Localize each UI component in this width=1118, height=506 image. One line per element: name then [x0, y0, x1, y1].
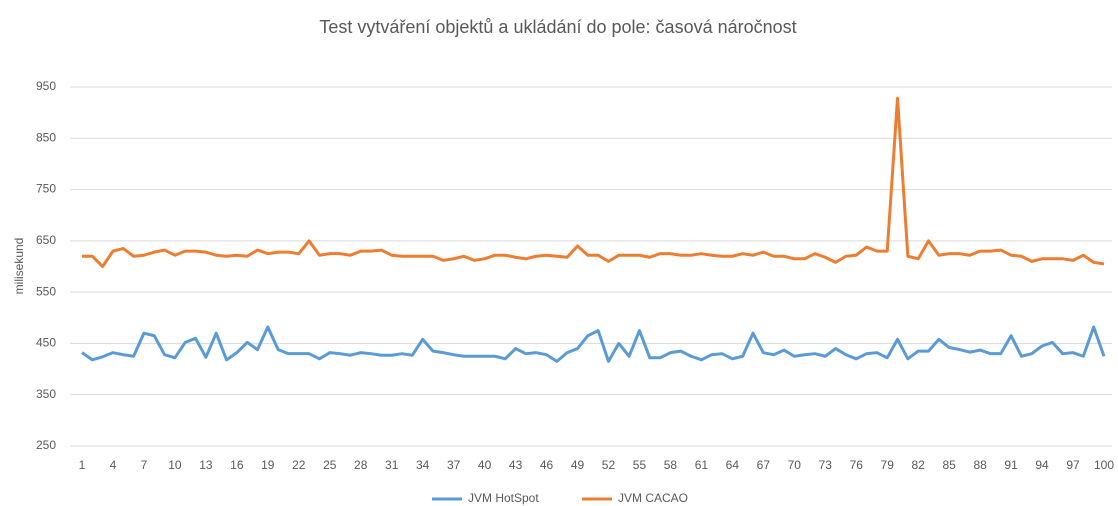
x-tick-label: 46 — [540, 458, 554, 472]
x-tick-label: 13 — [199, 458, 213, 472]
x-tick-label: 31 — [385, 458, 399, 472]
x-tick-label: 4 — [110, 458, 117, 472]
x-tick-label: 34 — [416, 458, 430, 472]
x-tick-label: 76 — [850, 458, 864, 472]
x-tick-label: 19 — [261, 458, 275, 472]
x-tick-label: 91 — [1004, 458, 1018, 472]
x-tick-label: 82 — [912, 458, 926, 472]
x-tick-label: 37 — [447, 458, 461, 472]
x-tick-label: 79 — [881, 458, 895, 472]
x-tick-label: 16 — [230, 458, 244, 472]
series-line — [81, 325, 1106, 363]
x-tick-label: 25 — [323, 458, 337, 472]
x-tick-label: 49 — [571, 458, 585, 472]
x-tick-label: 64 — [726, 458, 740, 472]
chart-title: Test vytváření objektů a ukládání do pol… — [319, 17, 796, 37]
x-tick-label: 67 — [757, 458, 771, 472]
y-tick-label: 850 — [36, 130, 56, 144]
x-tick-label: 55 — [633, 458, 647, 472]
x-tick-label: 58 — [664, 458, 678, 472]
y-tick-label: 450 — [36, 336, 56, 350]
x-tick-label: 22 — [292, 458, 306, 472]
x-tick-label: 73 — [819, 458, 833, 472]
x-tick-label: 97 — [1066, 458, 1080, 472]
x-tick-label: 10 — [168, 458, 182, 472]
x-tick-label: 94 — [1035, 458, 1049, 472]
y-tick-label: 650 — [36, 233, 56, 247]
y-tick-label: 950 — [36, 79, 56, 93]
x-tick-label: 70 — [788, 458, 802, 472]
x-tick-label: 7 — [141, 458, 148, 472]
y-tick-label: 750 — [36, 182, 56, 196]
x-tick-label: 61 — [695, 458, 709, 472]
y-axis-label: milisekund — [12, 238, 26, 295]
legend-label: JVM HotSpot — [468, 491, 539, 505]
legend-label: JVM CACAO — [618, 491, 688, 505]
y-tick-label: 250 — [36, 438, 56, 452]
y-tick-label: 350 — [36, 387, 56, 401]
x-tick-label: 52 — [602, 458, 616, 472]
x-tick-label: 100 — [1094, 458, 1114, 472]
x-tick-label: 1 — [79, 458, 86, 472]
series-line — [82, 96, 1105, 268]
x-tick-label: 88 — [973, 458, 987, 472]
x-tick-label: 43 — [509, 458, 523, 472]
x-tick-label: 40 — [478, 458, 492, 472]
x-tick-label: 85 — [942, 458, 956, 472]
x-tick-label: 28 — [354, 458, 368, 472]
y-tick-label: 550 — [36, 284, 56, 298]
